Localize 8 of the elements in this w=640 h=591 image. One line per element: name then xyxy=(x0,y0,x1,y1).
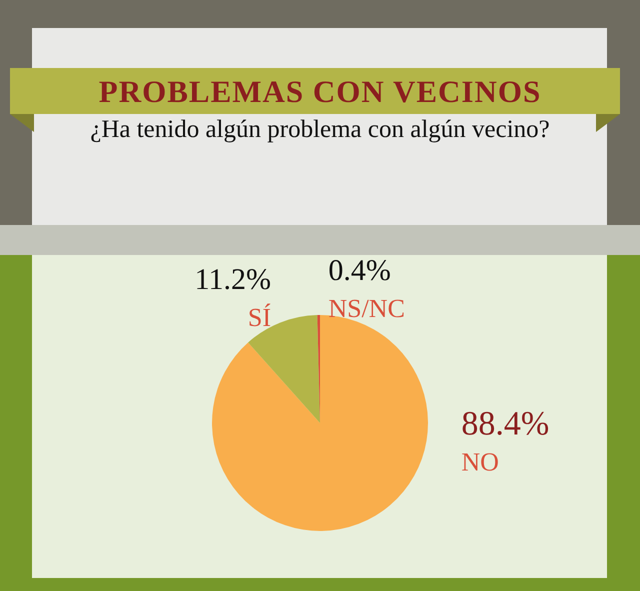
data-label: 88.4% xyxy=(461,406,550,443)
slice-label: SÍ xyxy=(248,303,272,332)
slice-label: NS/NC xyxy=(328,294,405,323)
slice-label: NO xyxy=(461,448,499,477)
chart-title: PROBLEMAS CON VECINOS xyxy=(98,74,542,110)
data-label: 0.4% xyxy=(328,254,391,287)
data-label: 11.2% xyxy=(194,263,272,296)
chart-subtitle: ¿Ha tenido algún problema con algún vecino? xyxy=(89,116,551,144)
